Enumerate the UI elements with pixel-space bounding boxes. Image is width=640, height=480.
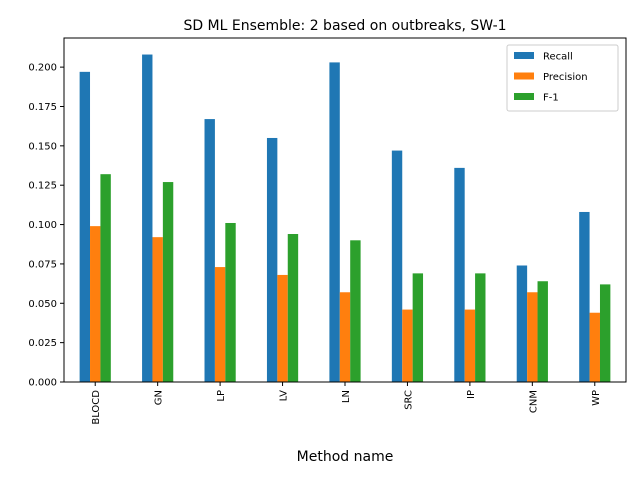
chart-title: SD ML Ensemble: 2 based on outbreaks, SW… <box>183 18 506 34</box>
bar-precision-lv <box>277 275 287 382</box>
bar-f1-lp <box>225 223 235 382</box>
x-tick-label: WP <box>591 390 602 406</box>
x-tick-label: IP <box>466 390 477 399</box>
bar-recall-lp <box>205 119 215 382</box>
bar-precision-blocd <box>90 226 100 382</box>
y-tick-label: 0.000 <box>28 378 57 389</box>
legend-label: Recall <box>543 52 573 63</box>
x-tick-label: LN <box>341 390 352 403</box>
y-tick-label: 0.075 <box>28 259 57 270</box>
bar-recall-blocd <box>80 72 90 382</box>
legend-swatch <box>514 93 534 100</box>
bar-f1-blocd <box>100 174 110 382</box>
bar-precision-src <box>402 310 412 382</box>
legend-swatch <box>514 52 534 59</box>
legend[interactable]: Recall Precision F-1 <box>507 45 618 111</box>
bar-precision-cnm <box>527 292 537 382</box>
legend-label: Precision <box>543 72 588 83</box>
x-tick-label: LP <box>216 390 227 402</box>
bar-f1-wp <box>600 284 610 382</box>
x-tick-label: BLOCD <box>91 390 102 425</box>
x-axis-label: Method name <box>297 449 394 465</box>
x-tick-label: GN <box>154 390 165 405</box>
y-tick-label: 0.125 <box>28 181 57 192</box>
bar-precision-wp <box>590 313 600 382</box>
x-tick-label: LV <box>279 390 290 401</box>
y-tick-label: 0.050 <box>28 299 57 310</box>
y-axis: 0.000 0.025 0.050 0.075 0.100 0.125 0.150 0.175… <box>28 63 64 389</box>
x-tick-label: SRC <box>403 390 414 410</box>
y-tick-label: 0.100 <box>28 220 57 231</box>
x-tick-label: CNM <box>528 390 539 413</box>
bar-recall-wp <box>579 212 589 382</box>
bar-recall-cnm <box>517 265 527 382</box>
bar-f1-gn <box>163 182 173 382</box>
legend-label: F-1 <box>543 93 559 104</box>
bar-f1-ip <box>475 273 485 382</box>
bar-recall-lv <box>267 138 277 382</box>
bar-f1-ln <box>350 240 360 382</box>
bar-f1-src <box>413 273 423 382</box>
y-tick-label: 0.150 <box>28 141 57 152</box>
bar-precision-ln <box>340 292 350 382</box>
legend-swatch <box>514 73 534 80</box>
bar-f1-lv <box>288 234 298 382</box>
bar-f1-cnm <box>538 281 548 382</box>
bar-recall-ln <box>329 62 339 382</box>
bar-precision-lp <box>215 267 225 382</box>
y-tick-label: 0.175 <box>28 102 57 113</box>
bar-precision-ip <box>465 310 475 382</box>
bar-precision-gn <box>152 237 162 382</box>
x-axis: BLOCD GN LP LV LN SRC IP CNM WP <box>91 382 602 425</box>
bar-recall-src <box>392 151 402 382</box>
y-tick-label: 0.200 <box>28 63 57 74</box>
bar-recall-gn <box>142 55 152 382</box>
bar-recall-ip <box>454 168 464 382</box>
y-tick-label: 0.025 <box>28 338 57 349</box>
